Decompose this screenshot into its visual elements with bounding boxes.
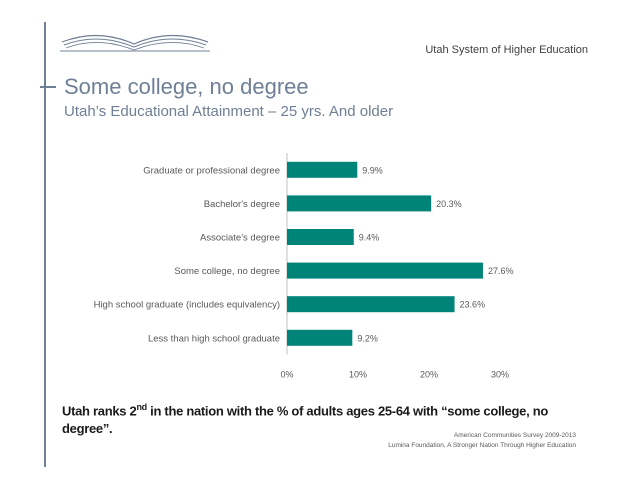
slide-title: Some college, no degree	[64, 74, 309, 99]
x-tick-label: 10%	[349, 370, 367, 380]
note-superscript: nd	[136, 402, 147, 412]
bar	[287, 229, 354, 245]
category-label: Bachelor's degree	[204, 199, 280, 210]
data-label: 9.4%	[359, 233, 380, 243]
data-label: 23.6%	[460, 300, 486, 310]
left-rule	[44, 22, 46, 467]
x-tick-label: 30%	[491, 370, 509, 380]
category-label: Less than high school graduate	[148, 333, 280, 344]
ranking-note: Utah ranks 2nd in the nation with the % …	[62, 398, 562, 438]
bar	[287, 262, 483, 279]
category-label: Some college, no degree	[174, 266, 280, 277]
note-prefix: Utah ranks 2	[62, 403, 137, 419]
bar	[287, 296, 455, 313]
data-label: 27.6%	[488, 266, 514, 276]
category-label: Associate's degree	[200, 233, 280, 244]
category-label: High school graduate (includes equivalen…	[94, 300, 280, 311]
x-tick-label: 20%	[420, 370, 438, 380]
bar	[287, 195, 432, 212]
source-citation: American Communities Survey 2009-2013 Lu…	[388, 431, 576, 451]
source-line-2: Lumina Foundation, A Stronger Nation Thr…	[388, 442, 576, 449]
organization-name: Utah System of Higher Education	[425, 44, 588, 56]
note-suffix: in the nation with the % of adults ages …	[62, 403, 548, 437]
data-label: 20.3%	[436, 199, 462, 209]
category-label: Graduate or professional degree	[143, 165, 280, 176]
data-label: 9.9%	[362, 165, 383, 175]
data-label: 9.2%	[357, 333, 378, 343]
title-tick	[40, 86, 56, 88]
bar	[287, 329, 353, 346]
x-tick-label: 0%	[280, 370, 293, 380]
source-line-1: American Communities Survey 2009-2013	[453, 432, 576, 439]
open-book-logo-icon	[60, 34, 210, 52]
slide-subtitle: Utah’s Educational Attainment – 25 yrs. …	[64, 103, 394, 120]
bar	[287, 161, 358, 178]
